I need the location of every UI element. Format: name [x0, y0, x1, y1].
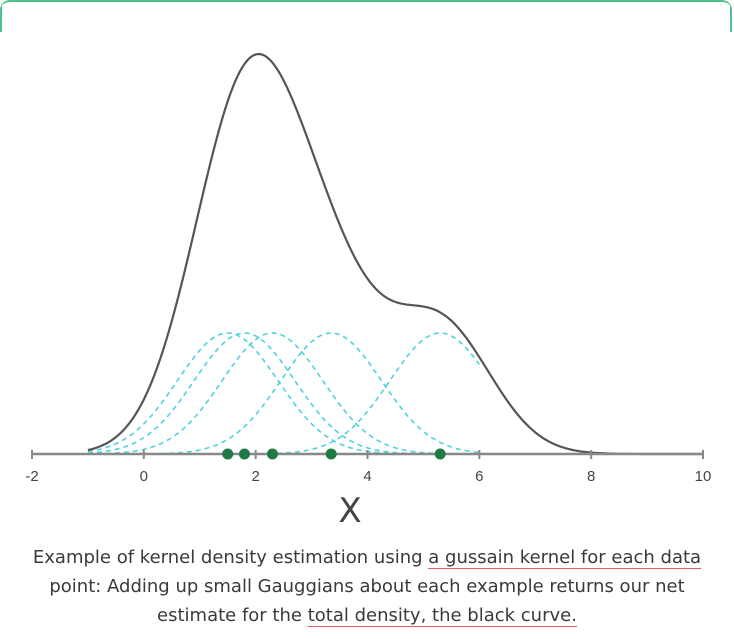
caption-line1-text: Example of kernel density estimation usi… — [32, 547, 429, 568]
kde-chart: -2 0 2 4 6 8 10 X — [25, 52, 711, 531]
figure-caption: Example of kernel density estimation usi… — [10, 543, 724, 630]
x-tick-label-0: -2 — [25, 468, 38, 485]
x-tick-label-5: 8 — [587, 468, 595, 485]
total-density-curve — [87, 52, 703, 456]
x-axis-title: X — [338, 491, 361, 531]
caption-line2-text: point: Adding up small Gauggians about e… — [49, 576, 685, 597]
x-tick-label-6: 10 — [695, 468, 712, 485]
caption-line3-highlight: total density, the black curve. — [307, 605, 577, 627]
data-point-2 — [238, 448, 250, 460]
data-point-1 — [222, 448, 234, 460]
x-axis: -2 0 2 4 6 8 10 — [25, 450, 711, 485]
total-density-layer — [87, 52, 703, 456]
x-tick-label-3: 4 — [363, 468, 371, 485]
data-point-4 — [325, 448, 337, 460]
data-point-3 — [266, 448, 278, 460]
caption-line3-text: estimate for the — [157, 605, 308, 626]
x-tick-label-2: 2 — [251, 468, 259, 485]
caption-line1-highlight: a gussain kernel for each data — [428, 547, 702, 569]
data-point-5 — [434, 448, 446, 460]
x-tick-label-4: 6 — [475, 468, 483, 485]
kernel-curve-3 — [87, 332, 480, 455]
data-points — [222, 448, 446, 460]
x-tick-label-1: 0 — [140, 468, 148, 485]
